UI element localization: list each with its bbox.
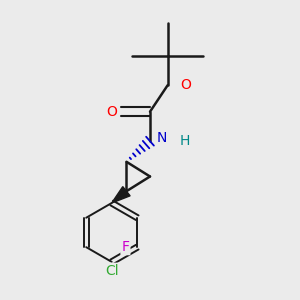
Text: O: O	[106, 105, 117, 119]
Text: Cl: Cl	[105, 264, 119, 278]
Text: H: H	[179, 134, 190, 148]
Text: F: F	[122, 240, 129, 254]
Text: O: O	[180, 78, 191, 92]
Text: N: N	[157, 131, 167, 145]
Polygon shape	[112, 187, 130, 203]
